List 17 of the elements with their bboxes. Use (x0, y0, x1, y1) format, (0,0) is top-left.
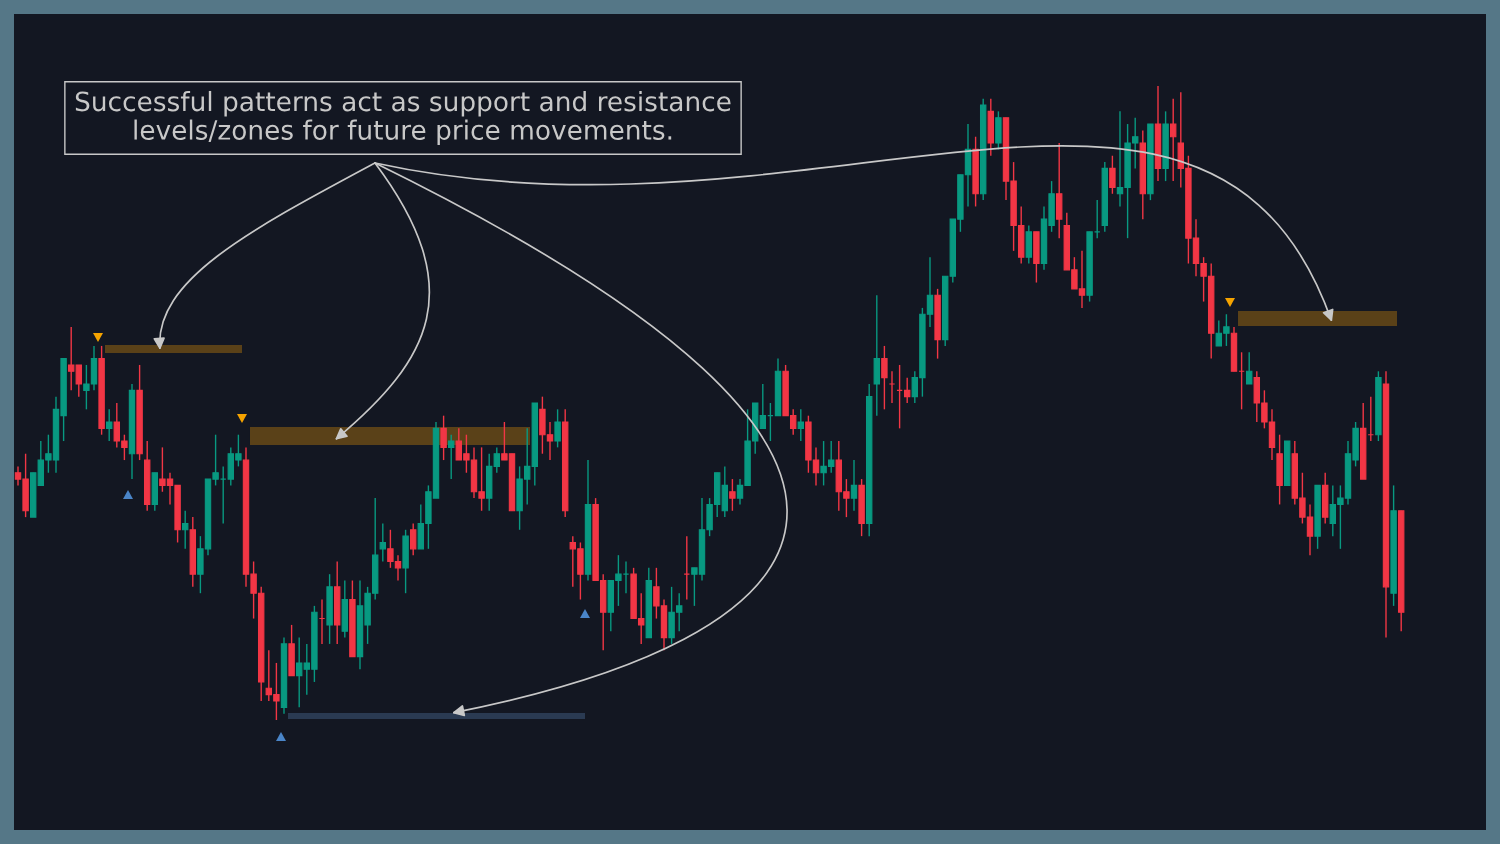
candlestick (554, 408, 561, 449)
candlestick (1169, 97, 1177, 182)
candlestick (440, 414, 447, 461)
candlestick (409, 522, 417, 556)
candlestick (1109, 155, 1116, 195)
candlestick (881, 345, 888, 411)
candlestick (903, 376, 911, 404)
candlestick (1245, 351, 1253, 385)
candlestick (850, 459, 858, 512)
candlestick (447, 434, 455, 480)
candlestick (729, 478, 736, 512)
annotation: Successful patterns act as support and resistance levels/zones for future price movements. (75, 90, 731, 146)
candlestick (181, 510, 189, 550)
candlestick (379, 522, 387, 563)
candlestick (888, 370, 896, 404)
candlestick (797, 408, 805, 442)
candlestick (105, 408, 113, 442)
